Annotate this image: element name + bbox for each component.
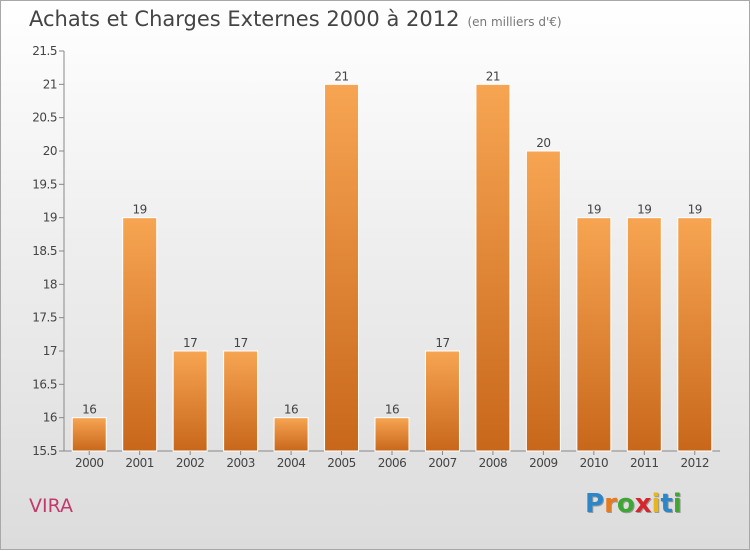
x-tick-label: 2002	[176, 456, 205, 470]
bar	[71, 417, 107, 452]
y-tick-label: 17.5	[32, 311, 57, 325]
x-tick-label: 2006	[378, 456, 407, 470]
bar	[424, 350, 460, 452]
bar-value-label: 19	[133, 203, 147, 217]
y-tick-label: 16.5	[32, 377, 57, 391]
chart-title: Achats et Charges Externes 2000 à 2012 (e…	[29, 7, 562, 31]
bar-value-label: 19	[587, 203, 601, 217]
y-tick-label: 18	[43, 277, 57, 291]
bar	[273, 417, 309, 452]
bar	[172, 350, 208, 452]
y-tick-label: 15.5	[32, 444, 57, 458]
bar-value-label: 16	[82, 403, 96, 417]
bar-value-label: 16	[284, 403, 298, 417]
x-tick-label: 2003	[226, 456, 255, 470]
chart-unit: (en milliers d'€)	[467, 15, 562, 29]
x-tick-label: 2007	[428, 456, 457, 470]
bar	[374, 417, 410, 452]
x-tick-label: 2008	[479, 456, 508, 470]
y-tick-label: 18.5	[32, 244, 57, 258]
x-tick-label: 2005	[327, 456, 356, 470]
plot-area: 15.5 16 16.5 17 17.5 18 18.5 19 19.5 20 20.5 21 21.5…	[32, 44, 720, 470]
y-tick-label: 16	[43, 411, 57, 425]
y-tick-label: 21	[43, 77, 57, 91]
bar-value-label: 17	[183, 336, 197, 350]
commune-name: VIRA	[29, 495, 74, 517]
bar	[223, 350, 259, 452]
x-tick-label: 2000	[75, 456, 104, 470]
y-tick-label: 20	[43, 144, 57, 158]
x-tick-label: 2010	[580, 456, 609, 470]
x-tick-label: 2001	[125, 456, 154, 470]
bar-value-label: 17	[233, 336, 247, 350]
y-tick-label: 20.5	[32, 111, 57, 125]
x-tick-label: 2012	[680, 456, 709, 470]
bar	[576, 217, 612, 452]
x-tick-label: 2009	[529, 456, 558, 470]
proxiti-logo: Proxiti	[585, 489, 682, 519]
bar-value-label: 16	[385, 403, 399, 417]
bar-value-label: 19	[637, 203, 651, 217]
bar	[525, 150, 561, 452]
bar	[475, 83, 511, 452]
bar	[122, 217, 158, 452]
x-tick-label: 2011	[630, 456, 659, 470]
y-tick-label: 21.5	[32, 44, 57, 58]
bar-value-label: 19	[688, 203, 702, 217]
bar	[324, 83, 360, 452]
bar	[677, 217, 713, 452]
bar	[626, 217, 662, 452]
y-tick-label: 19.5	[32, 177, 57, 191]
bar-value-label: 21	[334, 69, 348, 83]
y-tick-label: 17	[43, 344, 57, 358]
bar-value-label: 17	[435, 336, 449, 350]
bar-value-label: 21	[486, 69, 500, 83]
x-tick-label: 2004	[277, 456, 306, 470]
y-tick-label: 19	[43, 211, 57, 225]
bar-value-label: 20	[536, 136, 550, 150]
chart-title-text: Achats et Charges Externes 2000 à 2012	[29, 7, 460, 31]
